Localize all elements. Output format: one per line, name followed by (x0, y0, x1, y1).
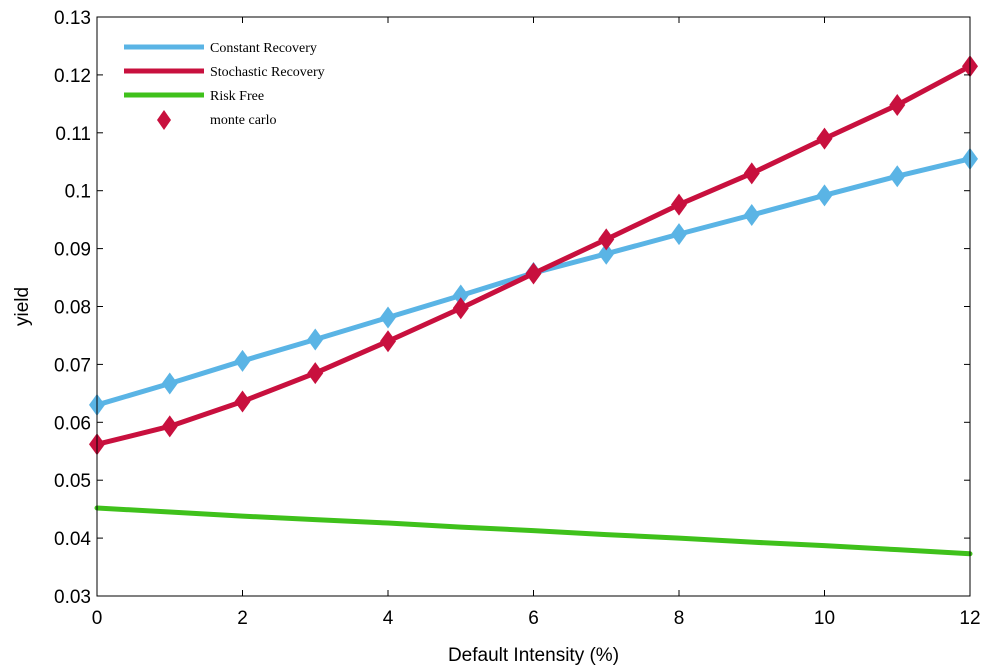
y-tick-label: 0.05 (54, 471, 91, 492)
x-tick-label: 6 (528, 608, 539, 629)
stochastic-recovery-point (380, 330, 396, 353)
constant-recovery-point (889, 165, 906, 188)
stochastic-recovery-point (525, 262, 542, 285)
constant-recovery-point (161, 372, 178, 395)
legend-label: monte carlo (210, 113, 276, 128)
y-tick-label: 0.12 (54, 66, 91, 87)
constant-recovery-point (743, 204, 760, 227)
y-tick-label: 0.04 (54, 529, 91, 550)
constant-recovery-point (816, 184, 833, 207)
constant-recovery-point (598, 242, 615, 265)
stochastic-recovery-point (452, 297, 469, 320)
y-tick-label: 0.08 (54, 298, 91, 319)
x-axis-title: Default Intensity (%) (448, 645, 619, 666)
legend-label: Risk Free (210, 89, 264, 104)
y-tick-label: 0.07 (54, 355, 91, 376)
stochastic-recovery-point (161, 415, 178, 438)
y-tick-label: 0.11 (55, 124, 91, 145)
x-tick-label: 0 (92, 608, 103, 629)
stochastic-recovery-point (598, 228, 615, 251)
stochastic-recovery-point (234, 390, 251, 413)
stochastic-recovery-point (743, 162, 760, 185)
x-tick-label: 2 (237, 608, 248, 629)
risk-free-line (94, 505, 973, 557)
y-tick-label: 0.09 (54, 240, 91, 261)
y-tick-label: 0.13 (54, 8, 91, 29)
stochastic-recovery-point (671, 193, 687, 216)
stochastic-recovery-point (889, 94, 906, 117)
constant-recovery-point (671, 223, 687, 246)
legend-label: Constant Recovery (210, 41, 317, 56)
constant-recovery-point (307, 328, 324, 351)
x-tick-label: 12 (959, 608, 980, 629)
constant-recovery-point (452, 284, 469, 307)
x-tick-label: 10 (814, 608, 835, 629)
stochastic-recovery-point (307, 362, 324, 385)
y-tick-label: 0.03 (54, 587, 91, 608)
constant-recovery-point (380, 306, 396, 329)
x-tick-label: 4 (383, 608, 394, 629)
legend-label: Stochastic Recovery (210, 65, 325, 80)
ticks-layer: 0 2 4 6 8 10 12 0.03 0.04 0.05 0.06 0.07 0.08 0.09 0.1… (54, 8, 981, 629)
stochastic-recovery-point (816, 127, 833, 150)
y-tick-label: 0.1 (65, 182, 91, 203)
legend: Constant Recovery Stochastic Recovery Risk… (124, 41, 325, 130)
x-tick-label: 8 (674, 608, 685, 629)
legend-marker (157, 110, 171, 130)
constant-recovery-point (234, 349, 251, 372)
y-tick-label: 0.06 (54, 413, 91, 434)
y-axis-title: yield (12, 287, 33, 326)
series-layer (89, 55, 978, 557)
